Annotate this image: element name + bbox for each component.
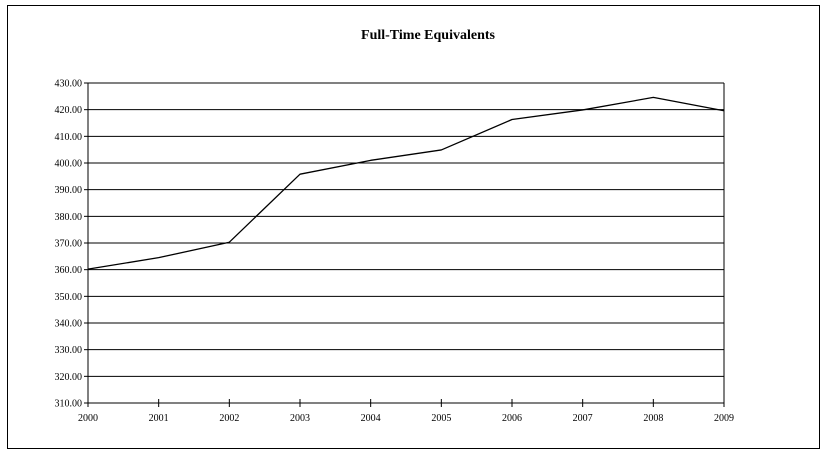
y-tick-label: 400.00	[55, 159, 83, 170]
y-tick-label: 370.00	[55, 239, 83, 250]
y-tick-label: 350.00	[55, 292, 83, 303]
x-tick-label: 2003	[290, 413, 310, 424]
y-tick-label: 380.00	[55, 212, 83, 223]
y-tick-label: 310.00	[55, 399, 83, 410]
y-axis-tick-labels: 310.00 320.00 330.00 340.00 350.00 360.00 370.…	[55, 79, 83, 410]
x-tick-label: 2005	[431, 413, 451, 424]
y-tick-label: 320.00	[55, 372, 83, 383]
x-tick-label: 2001	[149, 413, 169, 424]
y-tick-label: 360.00	[55, 265, 83, 276]
series-line-0	[87, 96, 725, 270]
y-tick-label: 430.00	[55, 79, 83, 90]
x-tick-label: 2000	[78, 413, 98, 424]
axes	[84, 82, 725, 407]
x-tick-label: 2009	[714, 413, 734, 424]
x-axis-tick-labels: 2000 2001 2002 2003 2004 2005 2006 2007 2008 2009	[78, 413, 734, 424]
chart-title: Full-Time Equivalents	[361, 28, 495, 43]
x-tick-label: 2002	[219, 413, 239, 424]
y-tick-label: 410.00	[55, 132, 83, 143]
gridlines	[88, 82, 724, 404]
x-tick-label: 2007	[573, 413, 593, 424]
x-tick-label: 2006	[502, 413, 522, 424]
y-tick-label: 340.00	[55, 319, 83, 330]
x-tick-label: 2004	[361, 413, 381, 424]
chart-frame	[7, 5, 820, 449]
x-tick-label: 2008	[643, 413, 663, 424]
y-tick-label: 390.00	[55, 185, 83, 196]
y-tick-label: 420.00	[55, 105, 83, 116]
series-layer	[87, 96, 725, 270]
y-tick-label: 330.00	[55, 345, 83, 356]
